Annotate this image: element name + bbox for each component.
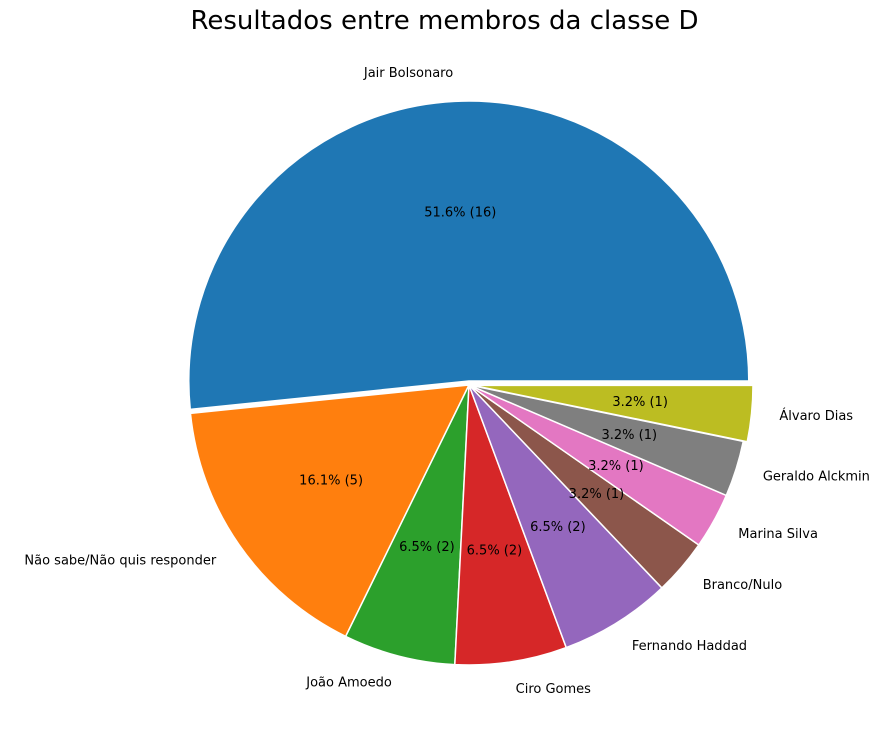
pie-slice (344, 384, 470, 666)
slice-percent-label: 3.2% (1) (569, 487, 625, 502)
slice-label: Ciro Gomes (516, 682, 592, 697)
pie-slice (472, 384, 754, 443)
slice-label: João Amoedo (305, 676, 392, 691)
slice-label: Álvaro Dias (779, 408, 853, 424)
slice-percent-label: 6.5% (2) (530, 520, 586, 535)
chart-title: Resultados entre membros da classe D (190, 6, 699, 36)
slice-percent-label: 16.1% (5) (299, 473, 363, 488)
pie-slice (454, 384, 568, 666)
slice-label: Geraldo Alckmin (763, 470, 870, 485)
slice-label: Não sabe/Não quis responder (24, 553, 216, 568)
slice-label: Marina Silva (738, 527, 818, 542)
slice-percent-label: 3.2% (1) (588, 459, 644, 474)
pie-slice (468, 384, 663, 649)
pie-slice (188, 100, 750, 411)
slice-label: Jair Bolsonaro (363, 66, 453, 81)
slice-percent-label: 3.2% (1) (612, 395, 668, 410)
pie-slice (189, 384, 471, 638)
slice-percent-label: 6.5% (2) (399, 540, 455, 555)
slice-percent-label: 51.6% (16) (424, 206, 496, 221)
slice-label: Branco/Nulo (703, 578, 783, 593)
slice-label: Fernando Haddad (632, 639, 747, 654)
slice-percent-label: 3.2% (1) (602, 428, 658, 443)
slice-percent-label: 6.5% (2) (467, 544, 523, 559)
